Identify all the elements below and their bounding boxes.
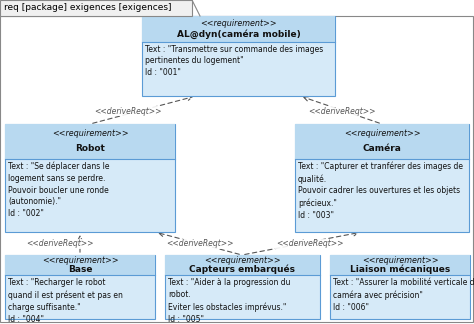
Text: Robot: Robot <box>75 145 105 153</box>
FancyBboxPatch shape <box>142 16 335 41</box>
FancyBboxPatch shape <box>330 255 470 275</box>
Text: Text : "Aider à la progression du
robot.
Eviter les obstacles imprévus."
Id : "0: Text : "Aider à la progression du robot.… <box>168 279 291 324</box>
Text: Liaison mécaniques: Liaison mécaniques <box>350 265 450 274</box>
FancyBboxPatch shape <box>5 124 175 232</box>
Text: Text : "Capturer et tranférer des images de
qualité.
Pouvoir cadrer les ouvertur: Text : "Capturer et tranférer des images… <box>298 162 463 220</box>
Text: <<requirement>>: <<requirement>> <box>42 256 118 265</box>
Text: Text : "Assurer la mobilité verticale de la
caméra avec précision"
Id : "006": Text : "Assurer la mobilité verticale de… <box>333 279 474 312</box>
Text: <<requirement>>: <<requirement>> <box>344 129 420 138</box>
FancyBboxPatch shape <box>142 16 335 96</box>
Text: <<deriveReqt>>: <<deriveReqt>> <box>94 107 162 115</box>
Text: Text : "Transmettre sur commande des images
pertinentes du logement"
Id : "001": Text : "Transmettre sur commande des ima… <box>145 45 323 77</box>
FancyBboxPatch shape <box>165 255 320 319</box>
Text: <<deriveReqt>>: <<deriveReqt>> <box>276 239 344 249</box>
Text: <<requirement>>: <<requirement>> <box>200 19 277 28</box>
FancyBboxPatch shape <box>295 124 469 158</box>
Text: <<deriveReqt>>: <<deriveReqt>> <box>166 239 234 249</box>
FancyBboxPatch shape <box>5 255 155 275</box>
Text: <<deriveReqt>>: <<deriveReqt>> <box>26 239 94 249</box>
FancyBboxPatch shape <box>5 124 175 158</box>
FancyBboxPatch shape <box>165 255 320 275</box>
Text: Base: Base <box>68 265 92 274</box>
Text: <<requirement>>: <<requirement>> <box>52 129 128 138</box>
Text: Capteurs embarqués: Capteurs embarqués <box>190 265 295 274</box>
Text: Text : "Se déplacer dans le
logement sans se perdre.
Pouvoir boucler une ronde
(: Text : "Se déplacer dans le logement san… <box>8 162 109 218</box>
Text: Text : "Recharger le robot
quand il est présent et pas en
charge suffisante."
Id: Text : "Recharger le robot quand il est … <box>8 279 123 324</box>
Text: AL@dyn(caméra mobile): AL@dyn(caméra mobile) <box>177 29 301 39</box>
FancyBboxPatch shape <box>330 255 470 319</box>
FancyBboxPatch shape <box>0 0 192 16</box>
Text: <<deriveReqt>>: <<deriveReqt>> <box>308 107 376 115</box>
Text: <<requirement>>: <<requirement>> <box>204 256 281 265</box>
Text: Caméra: Caméra <box>363 145 401 153</box>
FancyBboxPatch shape <box>5 255 155 319</box>
FancyBboxPatch shape <box>0 16 473 322</box>
Text: req [package] exigences [exigences]: req [package] exigences [exigences] <box>4 4 172 13</box>
Text: <<requirement>>: <<requirement>> <box>362 256 438 265</box>
FancyBboxPatch shape <box>295 124 469 232</box>
